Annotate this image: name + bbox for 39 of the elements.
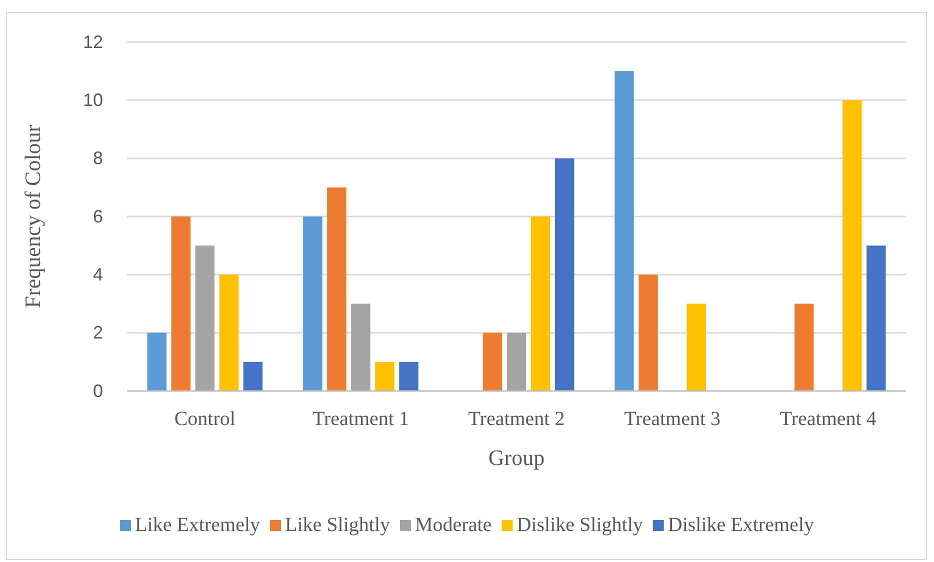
bar xyxy=(171,216,190,391)
bar xyxy=(686,304,706,391)
bar xyxy=(638,274,658,391)
bar xyxy=(614,71,634,391)
bar xyxy=(794,304,814,391)
legend-label: Like Extremely xyxy=(135,514,260,536)
bar xyxy=(399,362,418,391)
y-tick-label: 8 xyxy=(92,148,103,168)
x-tick-label: Treatment 4 xyxy=(780,408,876,430)
x-tick-label: Treatment 1 xyxy=(312,408,409,430)
x-axis-title: Group xyxy=(488,445,545,470)
x-tick-label: Treatment 2 xyxy=(468,408,565,430)
bar xyxy=(506,332,526,391)
bar xyxy=(554,158,574,391)
legend-label: Moderate xyxy=(415,514,492,536)
y-tick-label: 12 xyxy=(82,32,103,52)
bar xyxy=(530,216,550,391)
legend-label: Dislike Slightly xyxy=(516,514,643,536)
bar xyxy=(327,187,346,391)
y-tick-label: 2 xyxy=(92,322,103,343)
bar xyxy=(195,246,215,391)
bar xyxy=(147,332,166,391)
y-tick-label: 4 xyxy=(92,264,103,284)
bar xyxy=(243,362,263,391)
y-tick-label: 6 xyxy=(92,206,103,226)
bar xyxy=(219,274,239,391)
bar xyxy=(482,332,502,391)
y-axis-title: Frequency of Colour xyxy=(20,124,45,308)
y-tick-label: 10 xyxy=(82,90,103,110)
bar xyxy=(351,304,370,391)
bar xyxy=(866,246,886,391)
legend-label: Like Slightly xyxy=(285,514,390,536)
y-tick-label: 0 xyxy=(92,380,103,401)
x-tick-label: Control xyxy=(174,408,236,430)
x-tick-label: Treatment 3 xyxy=(624,408,721,430)
bar xyxy=(303,216,322,391)
bar xyxy=(842,100,862,391)
bar xyxy=(375,362,394,391)
legend-label: Dislike Extremely xyxy=(668,514,814,536)
